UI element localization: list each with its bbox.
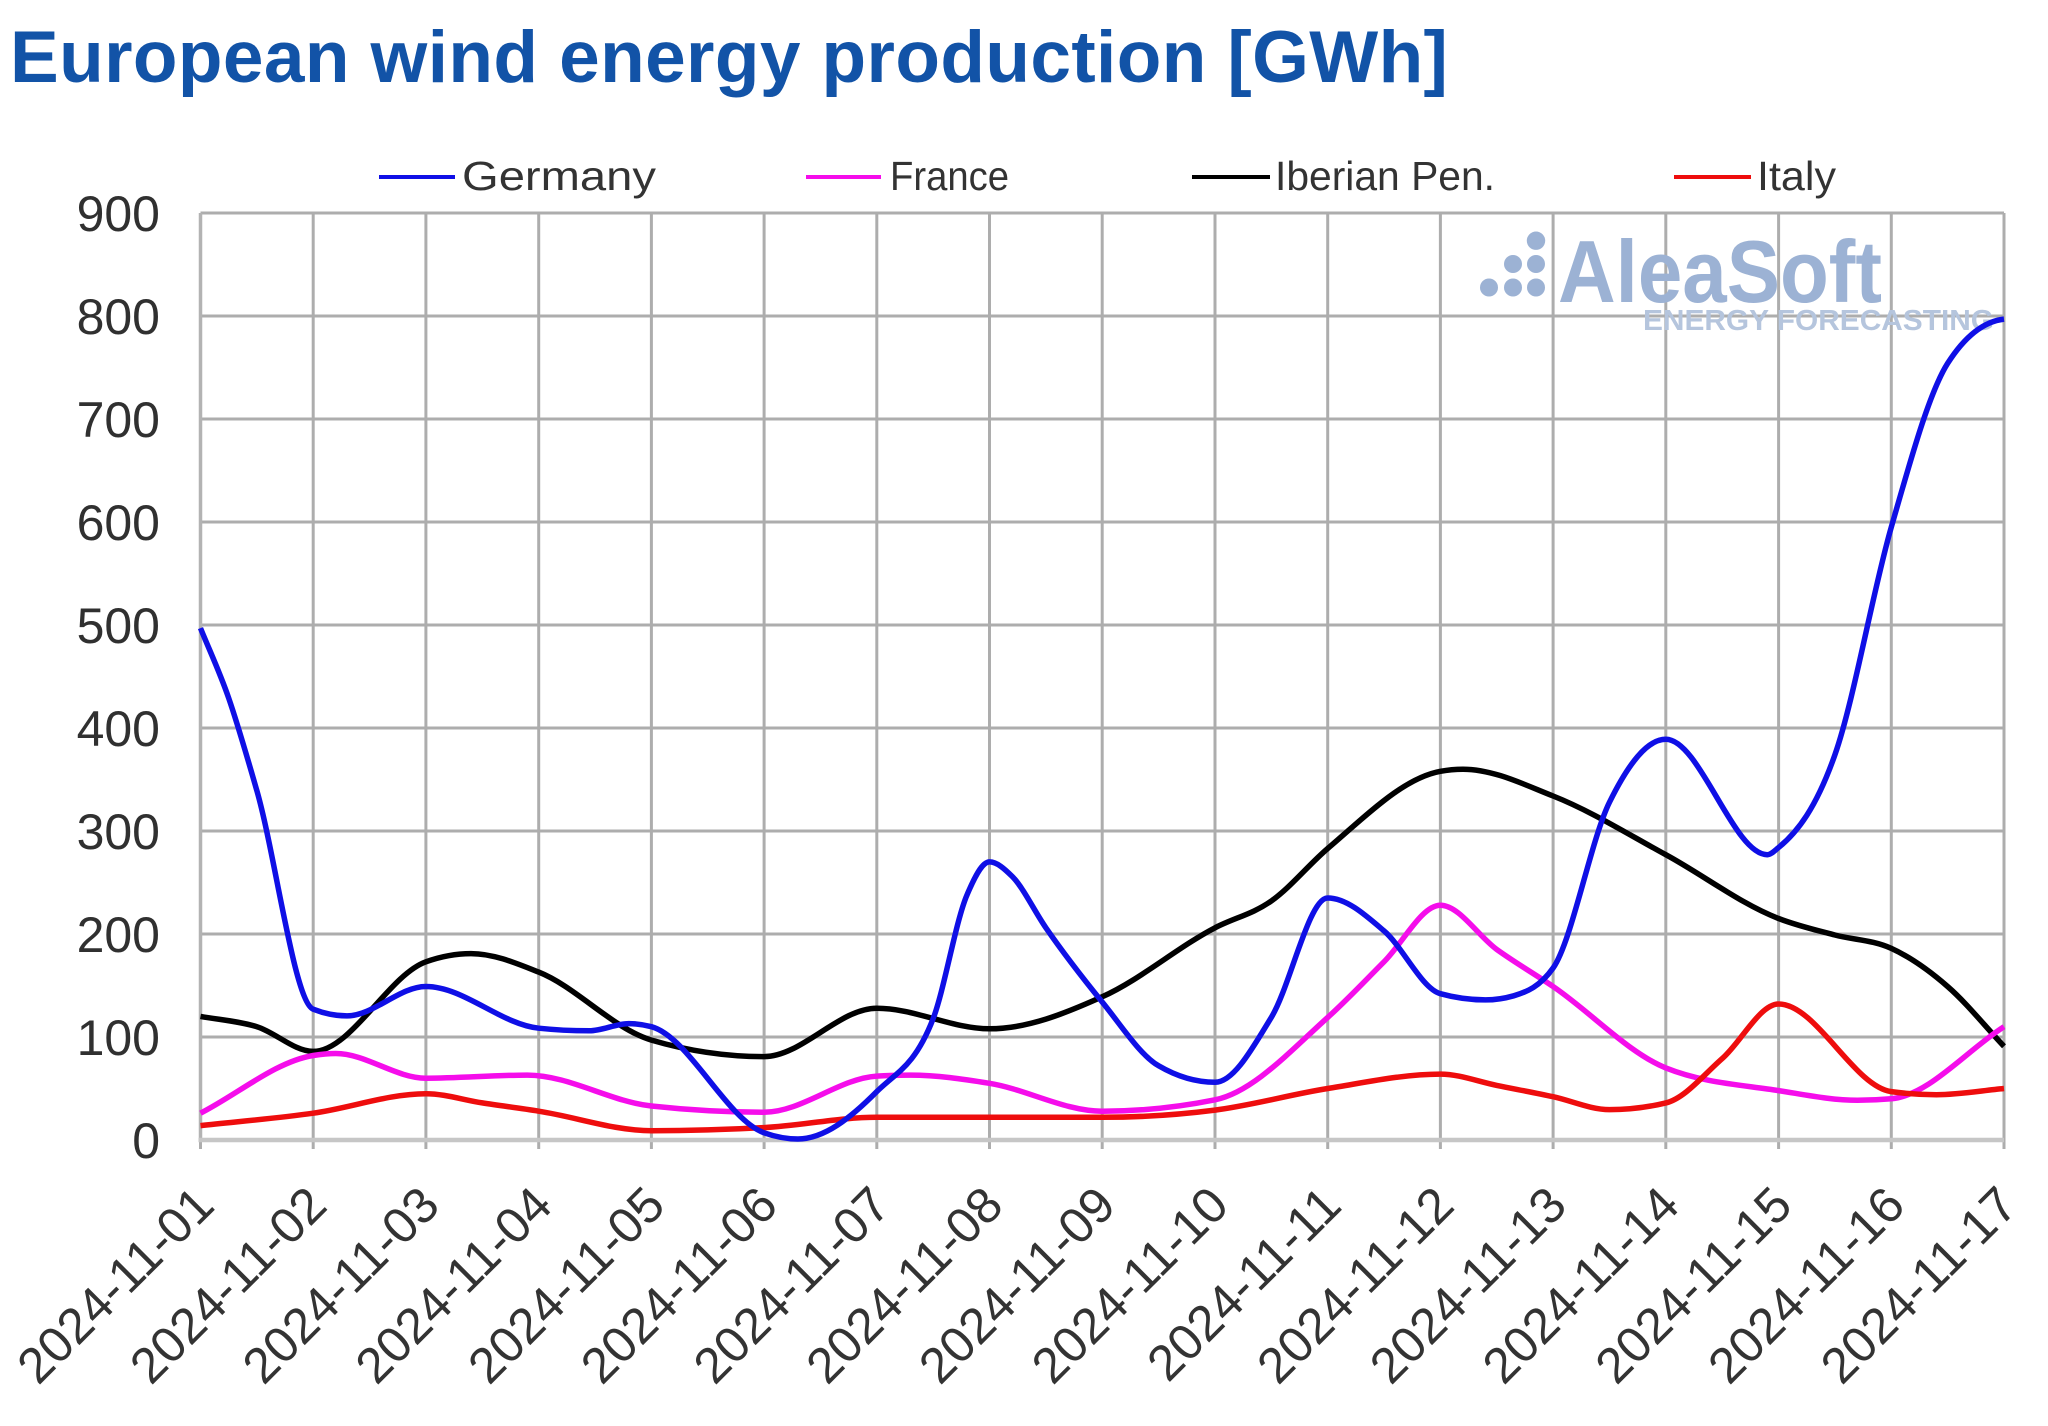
svg-text:900: 900 [77, 186, 160, 242]
svg-text:800: 800 [77, 289, 160, 345]
svg-text:600: 600 [77, 495, 160, 551]
svg-text:700: 700 [77, 392, 160, 448]
svg-text:Italy: Italy [1757, 153, 1837, 199]
svg-text:100: 100 [77, 1010, 160, 1066]
svg-text:500: 500 [77, 598, 160, 654]
svg-text:ENERGY FORECASTING: ENERGY FORECASTING [1643, 305, 1994, 337]
svg-text:400: 400 [77, 701, 160, 757]
svg-text:200: 200 [77, 907, 160, 963]
svg-text:Germany: Germany [462, 153, 657, 199]
svg-text:Iberian Pen.: Iberian Pen. [1275, 153, 1495, 199]
svg-text:300: 300 [77, 804, 160, 860]
svg-text:0: 0 [132, 1113, 160, 1169]
svg-text:AleaSoft: AleaSoft [1558, 222, 1882, 321]
svg-text:European wind energy productio: European wind energy production [GWh] [10, 17, 1448, 98]
svg-text:France: France [890, 153, 1009, 199]
